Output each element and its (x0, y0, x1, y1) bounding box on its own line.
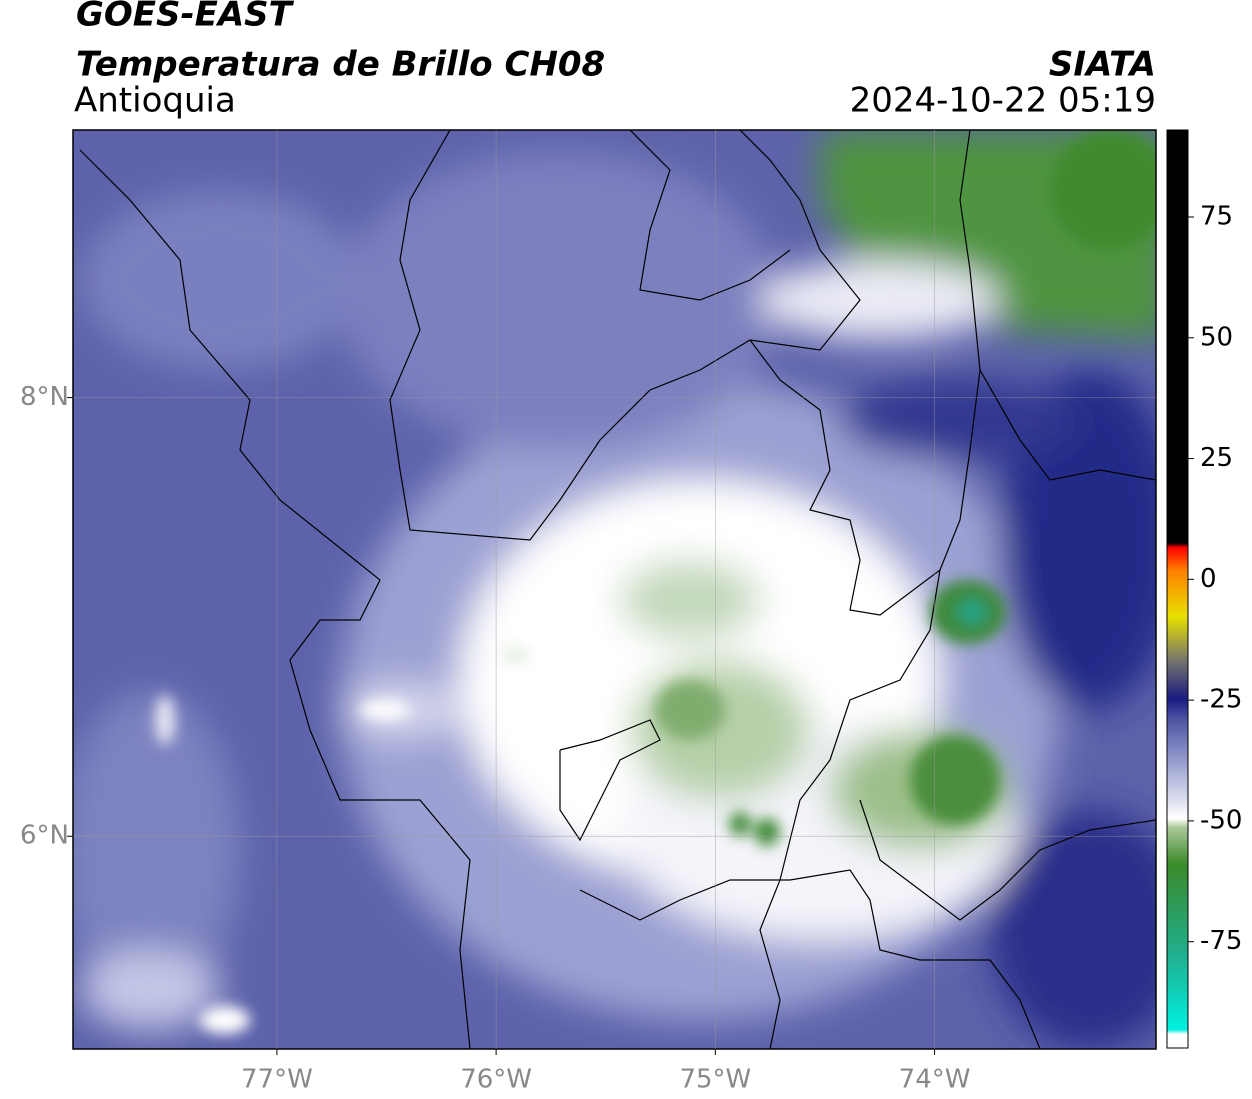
region: Antioquia (74, 81, 236, 121)
colorbar-tick-label: 75 (1200, 201, 1233, 231)
colorbar (1166, 129, 1189, 1049)
colorbar-tick-label: 50 (1200, 322, 1233, 352)
borders (79, 130, 1156, 1049)
colorbar-tick-label: 25 (1200, 443, 1233, 473)
colorbar-tick-label: -50 (1200, 805, 1242, 835)
x-tick-label: 77°W (241, 1065, 313, 1095)
title: Temperatura de Brillo CH08 (76, 45, 605, 85)
map-frame (72, 129, 1157, 1050)
colorbar-tick-label: -75 (1200, 926, 1242, 956)
colorbar-tick-label: -25 (1200, 685, 1242, 715)
datetime: 2024-10-22 05:19 (850, 81, 1156, 121)
satellite-image (73, 130, 1156, 1049)
y-tick-label: 6°N (20, 821, 69, 851)
x-tick-label: 74°W (899, 1065, 971, 1095)
x-tick-label: 76°W (460, 1065, 532, 1095)
y-tick-label: 8°N (20, 382, 69, 412)
x-tick-label: 75°W (679, 1065, 751, 1095)
org: SIATA (1049, 45, 1156, 85)
source: GOES-EAST (76, 0, 295, 35)
colorbar-tick-label: 0 (1200, 564, 1217, 594)
